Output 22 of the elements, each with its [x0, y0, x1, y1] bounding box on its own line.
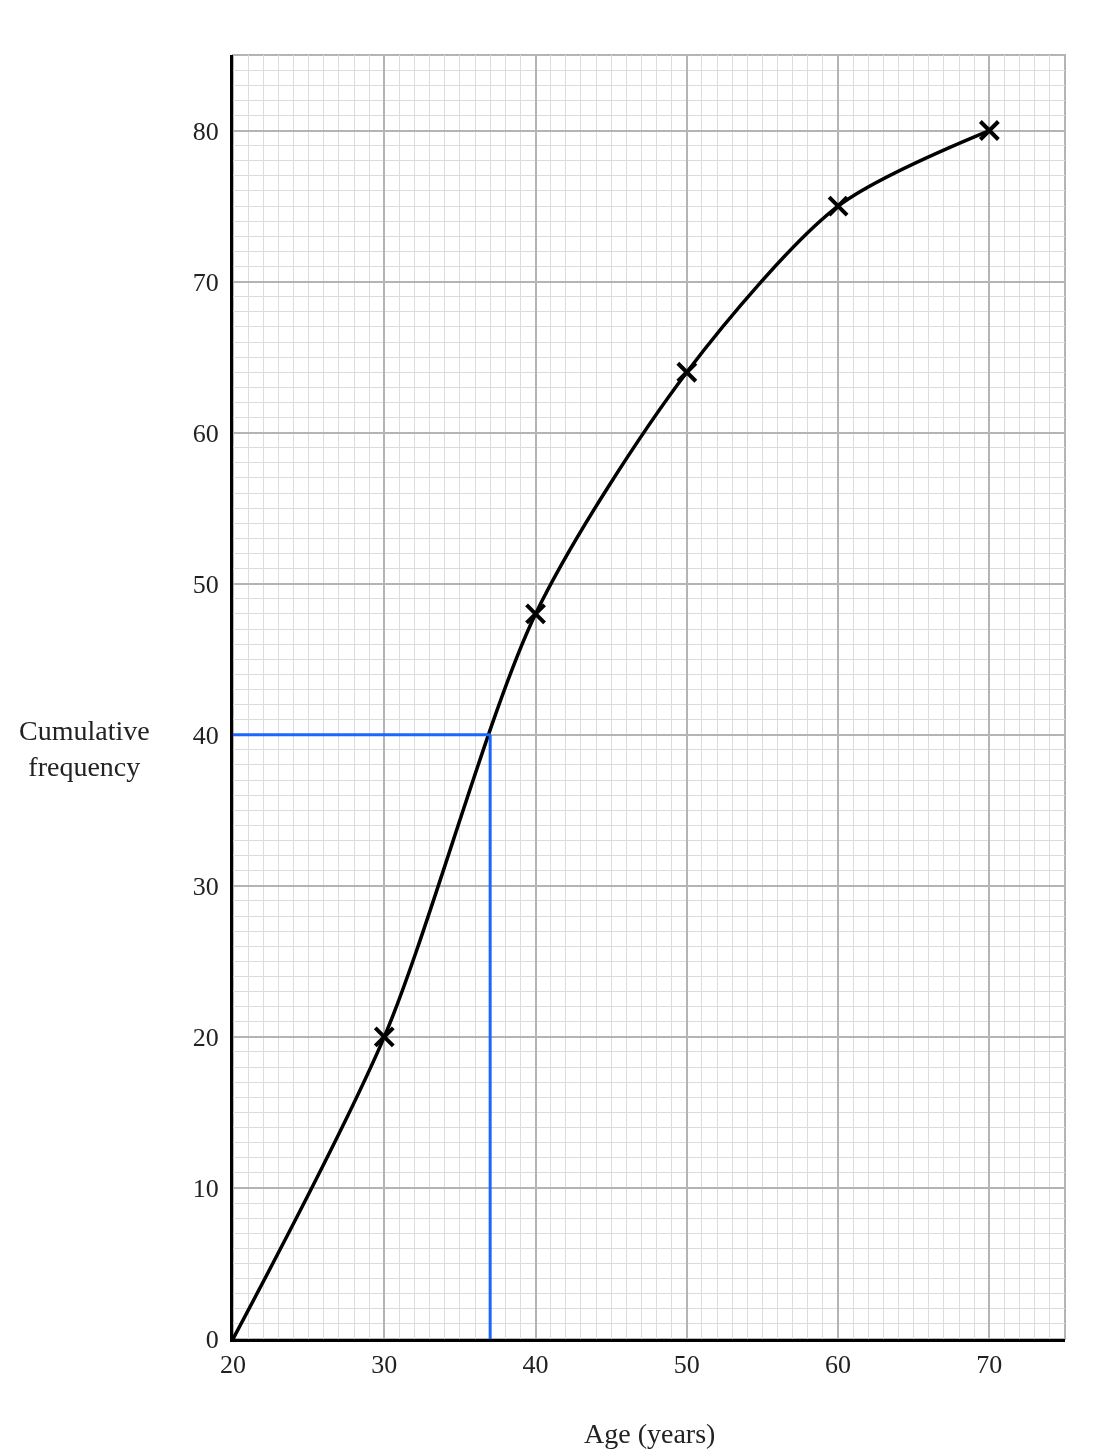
y-axis-title: Cumulative frequency — [19, 715, 150, 783]
x-tick-label: 60 — [825, 1350, 852, 1380]
x-axis-title: Age (years) — [584, 1418, 716, 1449]
y-tick-label: 20 — [192, 1022, 219, 1052]
y-tick-label: 60 — [192, 418, 219, 448]
point — [524, 602, 547, 625]
y-tick-label: 30 — [192, 871, 219, 901]
point — [675, 361, 698, 384]
y-tick-label: 80 — [192, 116, 219, 146]
y-tick-label: 10 — [192, 1174, 219, 1204]
x-tick-label: 70 — [976, 1350, 1003, 1380]
x-tick-label: 30 — [371, 1350, 398, 1380]
x-tick-label: 20 — [220, 1350, 246, 1380]
y-tick-label: 0 — [205, 1325, 219, 1355]
x-tick-label: 50 — [673, 1350, 700, 1380]
y-tick-label: 40 — [192, 720, 219, 750]
point — [373, 1025, 396, 1048]
point — [978, 119, 1001, 142]
point — [827, 195, 850, 218]
y-tick-label: 70 — [192, 267, 219, 297]
y-tick-label: 50 — [192, 569, 219, 599]
x-tick-label: 40 — [522, 1350, 549, 1380]
